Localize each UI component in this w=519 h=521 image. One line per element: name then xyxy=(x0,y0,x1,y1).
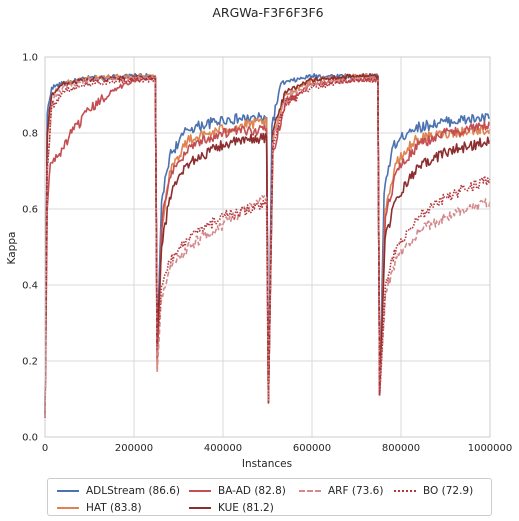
series-layer xyxy=(44,72,491,419)
legend-swatch xyxy=(57,489,79,492)
legend: ADLStream (86.6) BA-AD (82.8) ARF (73.6) BO… xyxy=(47,478,492,516)
axes: 0.0 0.2 0.4 0.6 0.8 1.0 0 200000 400000 600000 800… xyxy=(22,53,512,455)
x-axis-label: Instances xyxy=(242,458,292,470)
legend-label: BA-AD (82.8) xyxy=(218,484,286,497)
y-tick-label: 0.8 xyxy=(22,129,38,140)
x-tick-label: 400000 xyxy=(204,443,242,454)
x-tick-label: 1000000 xyxy=(468,443,513,454)
chart-title: ARGWa-F3F6F3F6 xyxy=(212,5,323,20)
y-tick-label: 0.4 xyxy=(22,281,38,292)
x-tick-label: 600000 xyxy=(293,443,331,454)
legend-item: BA-AD (82.8) xyxy=(189,482,299,499)
legend-item: ADLStream (86.6) xyxy=(57,482,189,499)
legend-swatch xyxy=(394,489,416,492)
legend-swatch xyxy=(57,506,79,509)
y-axis-label: Kappa xyxy=(6,232,18,265)
legend-item: KUE (81.2) xyxy=(189,499,299,516)
y-tick-label: 0.6 xyxy=(22,205,38,216)
legend-label: ADLStream (86.6) xyxy=(86,484,181,497)
series-line xyxy=(44,75,491,419)
y-tick-label: 0.2 xyxy=(22,357,38,368)
legend-swatch xyxy=(299,489,321,492)
legend-item: BO (72.9) xyxy=(394,482,484,499)
legend-swatch xyxy=(189,489,211,492)
x-tick-label: 0 xyxy=(42,443,48,454)
legend-label: KUE (81.2) xyxy=(218,501,274,514)
series-line xyxy=(44,74,491,419)
legend-swatch xyxy=(189,506,211,509)
legend-label: HAT (83.8) xyxy=(86,501,142,514)
y-tick-label: 0.0 xyxy=(22,433,38,444)
legend-item: HAT (83.8) xyxy=(57,499,189,516)
x-tick-label: 800000 xyxy=(382,443,420,454)
plot-frame xyxy=(44,56,491,438)
x-tick-label: 200000 xyxy=(115,443,153,454)
y-tick-label: 1.0 xyxy=(22,53,38,64)
legend-label: ARF (73.6) xyxy=(328,484,384,497)
legend-item: ARF (73.6) xyxy=(299,482,394,499)
series-line xyxy=(44,76,491,419)
legend-label: BO (72.9) xyxy=(423,484,474,497)
